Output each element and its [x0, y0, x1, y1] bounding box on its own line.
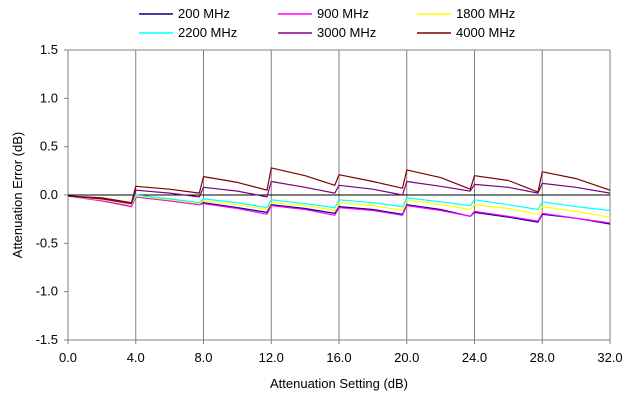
x-tick-label: 24.0	[462, 350, 487, 365]
legend-item: 3000 MHz	[278, 25, 376, 40]
x-tick-label: 0.0	[59, 350, 77, 365]
legend-item: 200 MHz	[139, 6, 230, 21]
series-line-2200-mhz	[67, 194, 611, 212]
y-tick-label: 0.5	[40, 139, 58, 154]
legend: 200 MHz 900 MHz 1800 MHz 2200 MHz 3000 MHz 40…	[139, 6, 515, 40]
x-tick-label: 16.0	[326, 350, 351, 365]
legend-item: 1800 MHz	[417, 6, 515, 21]
x-tick-label: 20.0	[394, 350, 419, 365]
y-tick-label: -1.5	[36, 332, 58, 347]
y-tick-label: 0.0	[40, 187, 58, 202]
x-tick-label: 4.0	[127, 350, 145, 365]
legend-label: 1800 MHz	[456, 6, 515, 21]
x-tick-label: 8.0	[194, 350, 212, 365]
x-tick-label: 28.0	[530, 350, 555, 365]
y-tick-label: 1.5	[40, 42, 58, 57]
y-axis-title: Attenuation Error (dB)	[10, 132, 25, 258]
x-axis-title: Attenuation Setting (dB)	[270, 376, 408, 391]
legend-item: 2200 MHz	[139, 25, 237, 40]
legend-label: 2200 MHz	[178, 25, 237, 40]
legend-item: 900 MHz	[278, 6, 369, 21]
legend-label: 900 MHz	[317, 6, 369, 21]
y-tick-labels: 1.5 1.0 0.5 0.0 -0.5 -1.0 -1.5	[36, 42, 58, 347]
series-line-4000-mhz	[67, 167, 611, 204]
series-line-900-mhz	[67, 195, 611, 224]
legend-label: 200 MHz	[178, 6, 230, 21]
x-tick-label: 12.0	[259, 350, 284, 365]
x-tick-label: 32.0	[597, 350, 622, 365]
series-line-1800-mhz	[67, 195, 611, 218]
legend-label: 3000 MHz	[317, 25, 376, 40]
series-lines	[67, 167, 611, 225]
y-tick-label: -1.0	[36, 284, 58, 299]
series-line-3000-mhz	[67, 180, 611, 205]
legend-label: 4000 MHz	[456, 25, 515, 40]
y-tick-label: -0.5	[36, 235, 58, 250]
legend-item: 4000 MHz	[417, 25, 515, 40]
y-tick-label: 1.0	[40, 90, 58, 105]
x-tick-labels: 0.0 4.0 8.0 12.0 16.0 20.0 24.0 28.0 32.0	[59, 350, 623, 365]
